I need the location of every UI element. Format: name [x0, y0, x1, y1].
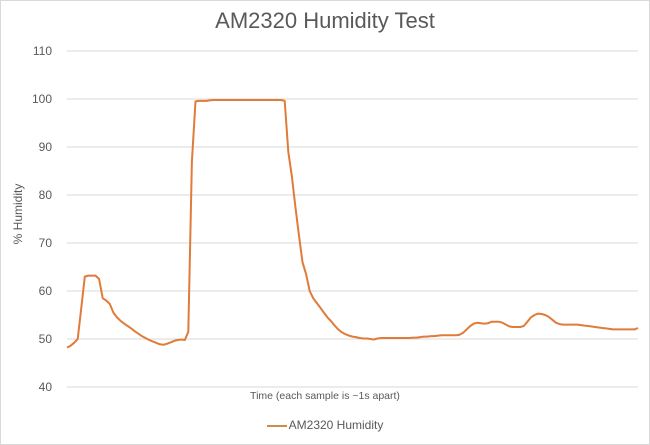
- y-tick-label: 50: [39, 332, 53, 346]
- legend-swatch: [266, 424, 287, 427]
- y-tick-label: 80: [39, 188, 53, 202]
- legend-label: AM2320 Humidity: [288, 418, 384, 432]
- legend: AM2320 Humidity: [0, 418, 650, 432]
- gridlines: [67, 50, 638, 388]
- y-tick-label: 100: [32, 92, 52, 106]
- chart-title: AM2320 Humidity Test: [215, 8, 435, 33]
- y-axis-ticks: 40 50 60 70 80 90 100 110: [32, 44, 52, 394]
- y-axis-label: % Humidity: [11, 183, 25, 245]
- y-tick-label: 90: [39, 140, 53, 154]
- y-tick-label: 40: [39, 380, 53, 394]
- x-axis-label: Time (each sample is ~1s apart): [250, 390, 400, 402]
- y-tick-label: 110: [33, 44, 52, 58]
- y-tick-label: 60: [39, 284, 53, 298]
- humidity-series-line: [66, 99, 639, 349]
- y-tick-label: 70: [39, 236, 53, 250]
